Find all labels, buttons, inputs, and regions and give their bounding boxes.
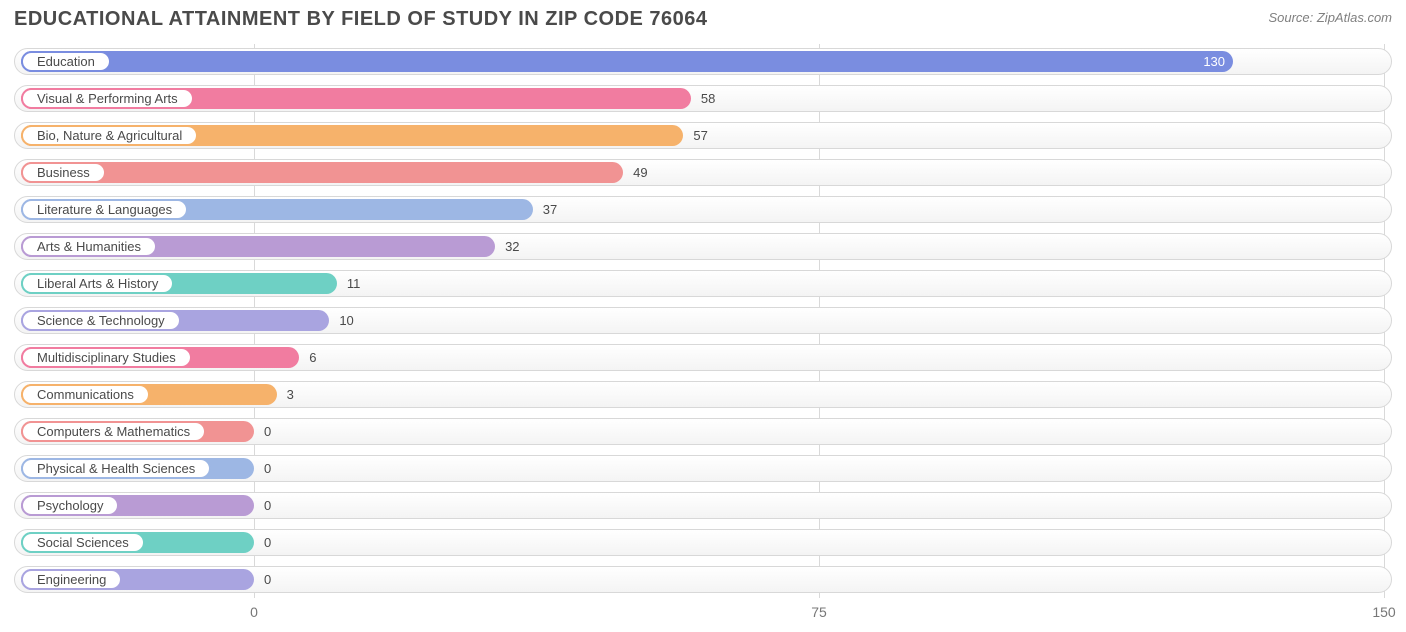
chart-plot: Education130Visual & Performing Arts58Bi… [14,44,1392,598]
bar-row: Computers & Mathematics 0 [14,414,1392,449]
x-tick: 75 [811,604,827,620]
category-pill: Psychology [21,495,119,516]
category-pill: Arts & Humanities [21,236,157,257]
value-label: 10 [329,303,353,338]
x-tick: 0 [250,604,258,620]
category-pill: Visual & Performing Arts [21,88,194,109]
x-axis: 0 75 150 [14,604,1392,624]
category-pill: Engineering [21,569,122,590]
bar-row: Business 49 [14,155,1392,190]
value-label: 6 [299,340,316,375]
bar-row: Liberal Arts & History 11 [14,266,1392,301]
value-label: 0 [254,451,271,486]
bar-row: Engineering 0 [14,562,1392,597]
bar-row: Bio, Nature & Agricultural 57 [14,118,1392,153]
category-pill: Science & Technology [21,310,181,331]
chart-source: Source: ZipAtlas.com [1268,10,1392,25]
bar-row: Multidisciplinary Studies 6 [14,340,1392,375]
chart-area: Education130Visual & Performing Arts58Bi… [14,44,1392,598]
bar-row: Arts & Humanities 32 [14,229,1392,264]
bar-fill [21,162,623,183]
bar-row: Social Sciences 0 [14,525,1392,560]
chart-title: EDUCATIONAL ATTAINMENT BY FIELD OF STUDY… [14,8,708,31]
category-pill: Social Sciences [21,532,145,553]
category-pill: Education [21,51,111,72]
bar-row: Psychology 0 [14,488,1392,523]
bar-row: Education 130 [14,44,1392,79]
bar-row: Communications 3 [14,377,1392,412]
category-pill: Bio, Nature & Agricultural [21,125,198,146]
bar-row: Literature & Languages 37 [14,192,1392,227]
category-pill: Multidisciplinary Studies [21,347,192,368]
category-pill: Liberal Arts & History [21,273,174,294]
category-pill: Computers & Mathematics [21,421,206,442]
value-label: 57 [683,118,707,153]
value-label: 0 [254,414,271,449]
value-label: 3 [277,377,294,412]
x-tick: 150 [1372,604,1395,620]
value-label: 37 [533,192,557,227]
bar-fill [21,51,1233,72]
bar-row: Physical & Health Sciences 0 [14,451,1392,486]
category-pill: Communications [21,384,150,405]
value-label: 0 [254,488,271,523]
value-label: 11 [337,266,361,301]
category-pill: Physical & Health Sciences [21,458,211,479]
bar-row: Science & Technology 10 [14,303,1392,338]
value-label: 32 [495,229,519,264]
value-label: 0 [254,525,271,560]
value-label: 0 [254,562,271,597]
value-label: 49 [623,155,647,190]
bar-row: Visual & Performing Arts 58 [14,81,1392,116]
value-label: 58 [691,81,715,116]
category-pill: Business [21,162,106,183]
category-pill: Literature & Languages [21,199,188,220]
value-label: 130 [1193,44,1225,79]
